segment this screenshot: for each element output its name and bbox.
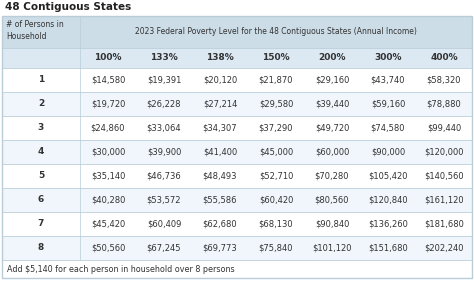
Text: $21,870: $21,870 — [259, 76, 293, 84]
Bar — [2, 116, 472, 140]
Text: $45,420: $45,420 — [91, 220, 125, 228]
Text: $105,420: $105,420 — [368, 172, 408, 181]
Text: # of Persons in
Household: # of Persons in Household — [6, 20, 64, 41]
Text: $70,280: $70,280 — [315, 172, 349, 181]
Text: $49,720: $49,720 — [315, 123, 349, 133]
Text: $99,440: $99,440 — [427, 123, 461, 133]
Text: $45,000: $45,000 — [259, 147, 293, 157]
Text: $27,214: $27,214 — [203, 99, 237, 108]
Text: $161,120: $161,120 — [424, 196, 464, 204]
Text: 48 Contiguous States: 48 Contiguous States — [5, 2, 131, 12]
Text: $68,130: $68,130 — [259, 220, 293, 228]
Bar — [2, 140, 472, 164]
Text: $151,680: $151,680 — [368, 243, 408, 252]
Text: $52,710: $52,710 — [259, 172, 293, 181]
Text: 4: 4 — [38, 147, 44, 157]
Text: $78,880: $78,880 — [427, 99, 461, 108]
Text: 200%: 200% — [318, 53, 346, 63]
Text: 7: 7 — [38, 220, 44, 228]
Text: $202,240: $202,240 — [424, 243, 464, 252]
Text: $39,440: $39,440 — [315, 99, 349, 108]
Text: 2023 Federal Poverty Level for the 48 Contiguous States (Annual Income): 2023 Federal Poverty Level for the 48 Co… — [135, 28, 417, 37]
Text: $55,586: $55,586 — [203, 196, 237, 204]
Bar — [2, 92, 472, 116]
Text: 300%: 300% — [374, 53, 402, 63]
Bar — [2, 16, 472, 48]
Text: 150%: 150% — [262, 53, 290, 63]
Bar — [2, 68, 472, 92]
Text: $40,280: $40,280 — [91, 196, 125, 204]
Text: $120,000: $120,000 — [424, 147, 464, 157]
Bar — [2, 260, 472, 278]
Text: 138%: 138% — [206, 53, 234, 63]
Text: $35,140: $35,140 — [91, 172, 125, 181]
Text: 133%: 133% — [150, 53, 178, 63]
Text: $58,320: $58,320 — [427, 76, 461, 84]
Text: $136,260: $136,260 — [368, 220, 408, 228]
Text: $90,000: $90,000 — [371, 147, 405, 157]
Text: $60,409: $60,409 — [147, 220, 181, 228]
Bar — [2, 188, 472, 212]
Text: $20,120: $20,120 — [203, 76, 237, 84]
Text: $39,900: $39,900 — [147, 147, 181, 157]
Text: 100%: 100% — [94, 53, 122, 63]
Text: $59,160: $59,160 — [371, 99, 405, 108]
Text: $14,580: $14,580 — [91, 76, 125, 84]
Text: 5: 5 — [38, 172, 44, 181]
Text: $34,307: $34,307 — [203, 123, 237, 133]
Text: $24,860: $24,860 — [91, 123, 125, 133]
Text: $74,580: $74,580 — [371, 123, 405, 133]
Text: $37,290: $37,290 — [259, 123, 293, 133]
Text: 3: 3 — [38, 123, 44, 133]
Bar — [2, 164, 472, 188]
Text: $30,000: $30,000 — [91, 147, 125, 157]
Text: $50,560: $50,560 — [91, 243, 125, 252]
Text: $53,572: $53,572 — [147, 196, 181, 204]
Text: $41,400: $41,400 — [203, 147, 237, 157]
Text: $46,736: $46,736 — [146, 172, 182, 181]
Bar — [2, 212, 472, 236]
Text: $120,840: $120,840 — [368, 196, 408, 204]
Text: 1: 1 — [38, 76, 44, 84]
Text: $60,000: $60,000 — [315, 147, 349, 157]
Text: Add $5,140 for each person in household over 8 persons: Add $5,140 for each person in household … — [7, 265, 235, 274]
Text: $19,391: $19,391 — [147, 76, 181, 84]
Text: $29,580: $29,580 — [259, 99, 293, 108]
Bar — [2, 16, 472, 278]
Bar — [2, 236, 472, 260]
Bar — [2, 48, 472, 68]
Text: $90,840: $90,840 — [315, 220, 349, 228]
Text: 6: 6 — [38, 196, 44, 204]
Text: $33,064: $33,064 — [146, 123, 182, 133]
Text: $19,720: $19,720 — [91, 99, 125, 108]
Text: $181,680: $181,680 — [424, 220, 464, 228]
Text: $29,160: $29,160 — [315, 76, 349, 84]
Text: 400%: 400% — [430, 53, 458, 63]
Text: $101,120: $101,120 — [312, 243, 352, 252]
Text: $62,680: $62,680 — [203, 220, 237, 228]
Text: $60,420: $60,420 — [259, 196, 293, 204]
Text: $140,560: $140,560 — [424, 172, 464, 181]
Text: $48,493: $48,493 — [203, 172, 237, 181]
Text: $75,840: $75,840 — [259, 243, 293, 252]
Text: $69,773: $69,773 — [202, 243, 237, 252]
Text: $26,228: $26,228 — [147, 99, 181, 108]
Text: 8: 8 — [38, 243, 44, 252]
Text: 2: 2 — [38, 99, 44, 108]
Text: $43,740: $43,740 — [371, 76, 405, 84]
Text: $67,245: $67,245 — [147, 243, 181, 252]
Text: $80,560: $80,560 — [315, 196, 349, 204]
